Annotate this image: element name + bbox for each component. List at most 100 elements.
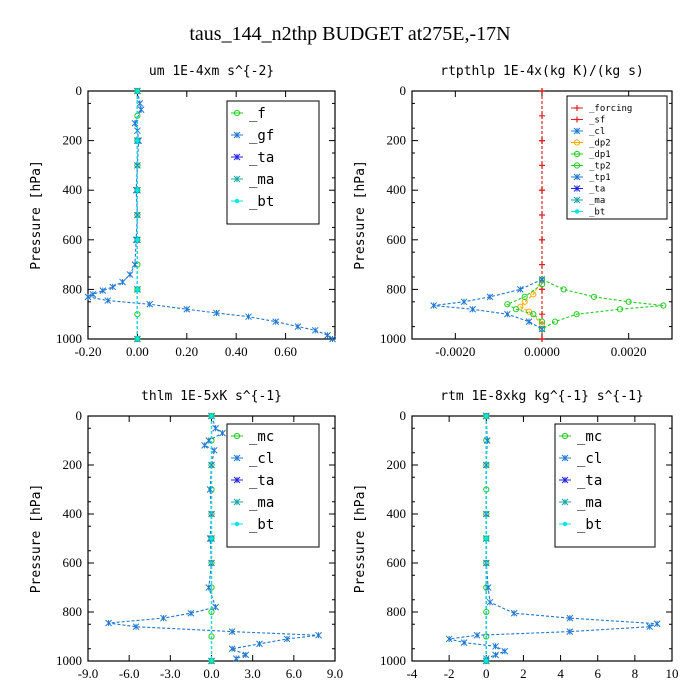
data-point: [256, 640, 263, 648]
chart-panel-4: rtm 1E-8xkg kg^{-1} s^{-1} Pressure [hPa]…: [353, 389, 679, 681]
data-point: [201, 442, 208, 449]
chart-panel-2: rtpthlp 1E-4x(kg K)/(kg s) Pressure [hPa]…: [353, 64, 673, 359]
data-point: [135, 287, 140, 292]
panel-title: thlm 1E-5xK s^{-1}: [141, 389, 282, 404]
data-point: [530, 311, 537, 318]
data-point: [551, 318, 559, 325]
series-bt: [135, 88, 140, 342]
legend-marker: [561, 476, 569, 484]
legend-marker: [561, 432, 569, 440]
x-tick-label: 0.0020: [611, 344, 647, 359]
data-point: [486, 598, 494, 606]
data-point: [135, 88, 140, 94]
legend-box: [566, 95, 668, 220]
y-tick-label: 800: [387, 604, 407, 619]
y-tick-label: 1000: [380, 331, 406, 346]
legend-marker: [561, 498, 569, 506]
data-point: [486, 293, 494, 301]
series-sf: [539, 88, 545, 342]
data-point: [245, 313, 252, 321]
x-tick-label: 6.0: [286, 666, 302, 681]
data-point: [539, 336, 545, 342]
y-axis-label: Pressure [hPa]: [29, 484, 44, 594]
y-tick-label: 0: [76, 83, 83, 98]
data-point: [315, 631, 322, 639]
data-point: [105, 619, 112, 627]
series-dp1: [538, 276, 667, 333]
x-tick-label: 4: [557, 666, 564, 681]
data-point: [84, 293, 92, 301]
panel-title: rtm 1E-8xkg kg^{-1} s^{-1}: [440, 389, 644, 404]
legend: _f _gf _ta _ma _bt: [226, 100, 320, 225]
data-point: [539, 187, 545, 194]
legend-marker: [233, 498, 241, 506]
x-tick-label: -4: [407, 666, 418, 681]
data-point: [512, 306, 520, 313]
legend-label: _sf: [589, 116, 605, 126]
data-point: [212, 603, 219, 611]
legend-label: _forcing: [589, 104, 632, 114]
data-point: [484, 584, 492, 591]
legend-label: _tp2: [589, 162, 611, 172]
data-point: [484, 658, 489, 664]
data-point: [135, 138, 140, 143]
legend-label: _ma: [589, 196, 605, 206]
data-point: [521, 298, 528, 305]
x-tick-label: 0.00: [126, 344, 149, 359]
data-point: [109, 283, 117, 291]
y-tick-label: 600: [387, 232, 407, 247]
data-point: [183, 305, 191, 313]
legend-marker: [233, 476, 241, 484]
data-point: [206, 486, 214, 493]
data-point: [625, 298, 632, 305]
x-tick-label: 0.0000: [524, 344, 560, 359]
legend-label: _cl: [589, 127, 605, 137]
y-tick-label: 800: [63, 604, 83, 619]
data-point: [213, 309, 220, 317]
data-point: [492, 651, 499, 659]
data-point: [560, 286, 567, 293]
y-tick-label: 600: [63, 555, 83, 570]
legend-label: _mc: [577, 429, 602, 445]
legend-label: _ta: [577, 473, 602, 489]
legend-label: _bt: [249, 517, 274, 533]
legend: _forcing _sf_cl _dp2_dp1 _tp2_tp1 _ta_ma _bt: [566, 95, 668, 220]
data-point: [104, 297, 112, 304]
y-tick-label: 1000: [380, 653, 406, 668]
data-point: [272, 318, 280, 325]
data-point: [483, 608, 490, 616]
legend-label: _ta: [249, 473, 274, 489]
y-tick-label: 400: [387, 506, 407, 521]
data-point: [283, 635, 291, 643]
data-point: [210, 446, 218, 454]
data-point: [212, 424, 219, 432]
data-point: [137, 106, 145, 113]
legend-label: _ma: [577, 495, 602, 511]
legend-label: _f: [249, 106, 266, 122]
data-point: [483, 437, 491, 444]
data-point: [539, 236, 545, 243]
y-tick-label: 0: [76, 408, 83, 423]
data-point: [430, 302, 438, 309]
legend-marker: [573, 150, 581, 158]
x-tick-label: -3.0: [160, 666, 181, 681]
data-point: [525, 318, 533, 325]
series-bt: [484, 413, 489, 664]
y-tick-label: 600: [387, 555, 407, 570]
legend-label: _ma: [249, 172, 274, 188]
y-tick-label: 0: [400, 83, 407, 98]
data-point: [146, 300, 154, 308]
x-tick-label: 0.40: [225, 344, 248, 359]
y-axis-label: Pressure [hPa]: [29, 160, 44, 270]
x-tick-label: 6: [594, 666, 601, 681]
data-point: [135, 336, 140, 342]
y-tick-label: 200: [387, 133, 407, 148]
legend-marker: [573, 127, 581, 135]
legend-box: [554, 423, 656, 548]
data-point: [646, 623, 654, 631]
data-point: [530, 291, 537, 298]
data-point: [228, 628, 236, 635]
data-point: [219, 429, 226, 437]
x-tick-label: 3.0: [245, 666, 261, 681]
series-cl: [105, 412, 322, 662]
